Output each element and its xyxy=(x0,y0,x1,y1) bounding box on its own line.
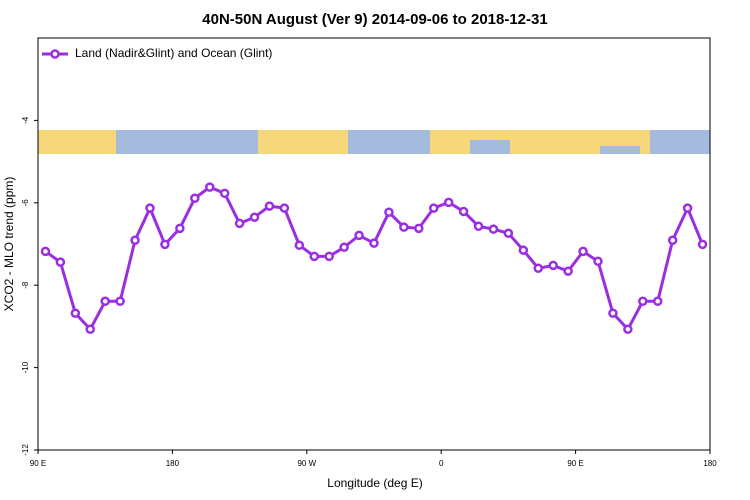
data-point xyxy=(518,245,529,255)
data-point xyxy=(264,201,275,211)
data-point xyxy=(548,260,558,271)
data-point xyxy=(85,324,96,335)
data-point xyxy=(100,296,110,307)
data-point xyxy=(682,203,693,213)
plot-frame xyxy=(37,37,711,451)
data-point xyxy=(279,203,290,213)
data-point xyxy=(488,224,499,234)
x-tick-label: 90 E xyxy=(30,459,46,468)
data-point xyxy=(219,188,230,199)
y-tick-label: -10 xyxy=(21,361,30,373)
data-point xyxy=(339,242,349,253)
data-point xyxy=(249,212,260,222)
x-tick-label: 90 W xyxy=(297,459,316,468)
data-point xyxy=(414,223,424,234)
x-tick-label: 180 xyxy=(166,459,180,468)
data-point xyxy=(667,235,678,246)
series-line xyxy=(44,185,704,332)
data-point xyxy=(309,251,320,262)
y-tick-label: -8 xyxy=(21,281,30,289)
data-point xyxy=(638,296,648,307)
map-strip xyxy=(38,130,710,154)
data-point xyxy=(204,182,215,192)
data-point xyxy=(369,238,379,248)
legend-marker xyxy=(50,49,60,59)
data-point xyxy=(70,308,81,318)
data-point xyxy=(652,296,663,307)
data-point xyxy=(503,228,514,239)
data-point xyxy=(473,221,484,232)
data-point xyxy=(623,324,633,335)
data-point xyxy=(697,239,708,250)
legend-label: Land (Nadir&Glint) and Ocean (Glint) xyxy=(75,46,272,60)
y-axis-label: XCO2 - MLO trend (ppm) xyxy=(2,177,16,312)
data-point xyxy=(145,203,155,213)
data-point xyxy=(130,235,140,246)
data-point xyxy=(563,266,573,276)
data-point xyxy=(175,223,185,234)
data-point xyxy=(115,296,125,307)
x-tick-label: 0 xyxy=(439,459,444,468)
y-tick-label: -4 xyxy=(21,116,30,124)
data-point xyxy=(533,263,544,274)
data-point xyxy=(593,256,603,267)
data-point xyxy=(354,230,364,241)
x-tick-label: 180 xyxy=(703,459,717,468)
data-point xyxy=(160,239,170,250)
data-point xyxy=(428,203,439,213)
y-tick-label: -6 xyxy=(21,199,30,207)
data-point xyxy=(294,240,305,250)
data-point xyxy=(384,207,394,218)
x-tick-label: 90 E xyxy=(567,459,583,468)
x-axis-label: Longitude (deg E) xyxy=(327,476,422,490)
data-point xyxy=(458,206,469,217)
data-point xyxy=(578,246,588,257)
data-point xyxy=(40,246,51,257)
data-point xyxy=(55,257,66,267)
data-point xyxy=(324,251,334,262)
data-point xyxy=(399,222,409,232)
data-point xyxy=(443,197,454,208)
y-tick-label: -12 xyxy=(21,444,30,456)
data-point xyxy=(190,193,200,204)
chart-title: 40N-50N August (Ver 9) 2014-09-06 to 201… xyxy=(202,11,547,28)
data-point xyxy=(608,308,618,318)
data-point xyxy=(234,218,245,229)
